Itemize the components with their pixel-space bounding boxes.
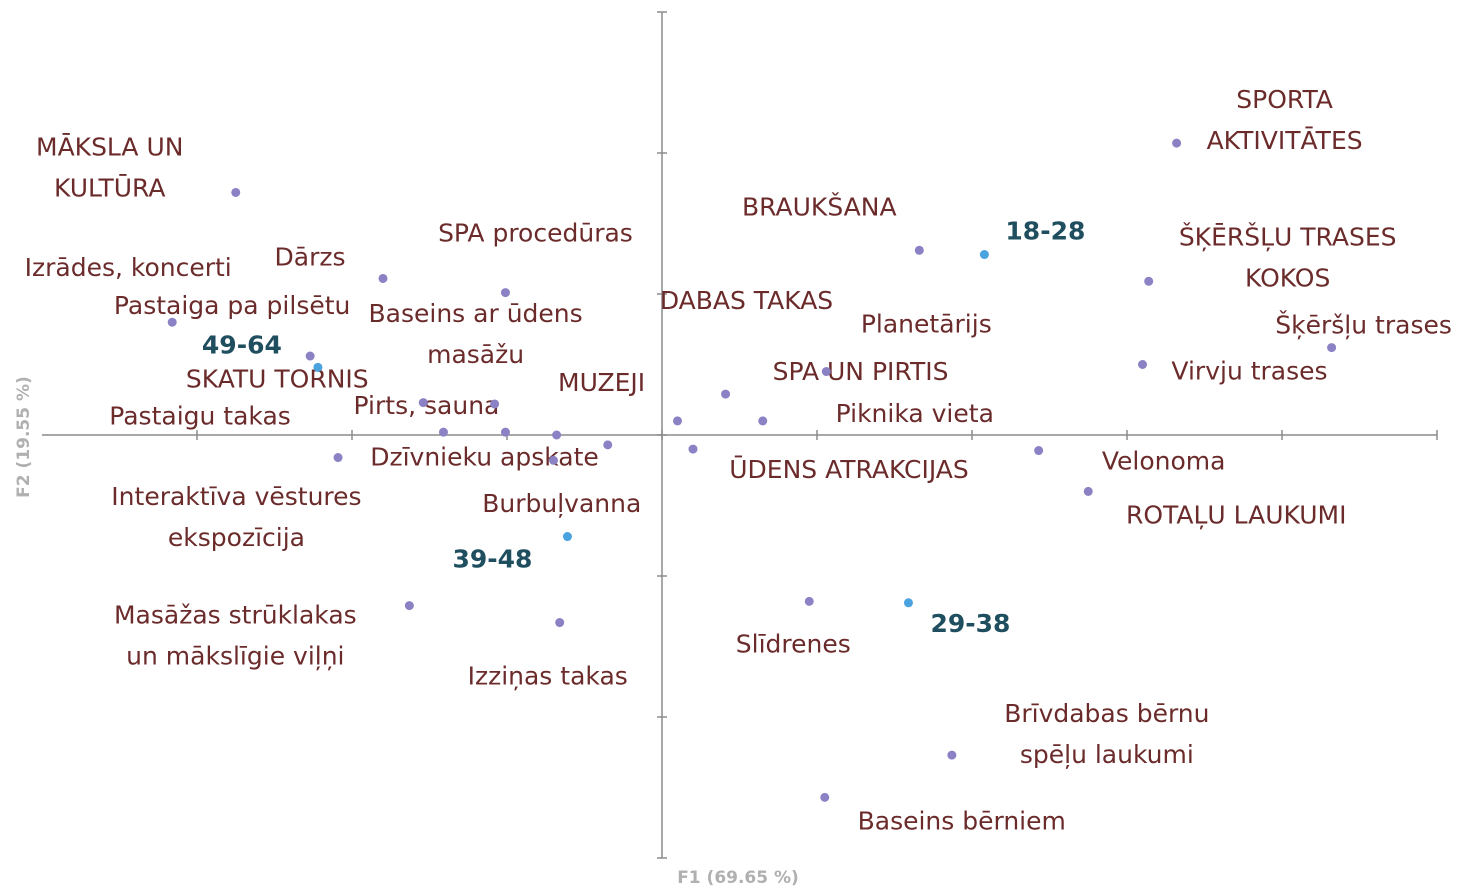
point-label: 18-28: [1005, 217, 1085, 246]
point-label: spēļu laukumi: [1020, 740, 1194, 769]
point: [1034, 446, 1044, 456]
point: [820, 792, 830, 802]
point-label: Slīdrenes: [736, 629, 851, 658]
point: [721, 389, 731, 399]
point: [549, 455, 558, 465]
point: [418, 398, 428, 408]
point: [378, 273, 388, 283]
point-label: BRAUKŠANA: [742, 191, 897, 221]
point: [562, 532, 572, 542]
point-label: SPA procedūras: [438, 219, 633, 248]
y-axis-title: F2 (19.55 %): [14, 376, 34, 498]
point: [555, 618, 565, 628]
point-label: SKATU TORNIS: [186, 365, 369, 394]
point: [500, 427, 510, 437]
point-label: 29-38: [930, 609, 1010, 638]
point-label: Virvju trases: [1171, 357, 1327, 386]
point-label: Masāžas strūklakas: [114, 601, 357, 630]
point: [305, 351, 315, 361]
point-label: KOKOS: [1245, 263, 1330, 292]
point-label: DABAS TAKAS: [660, 286, 833, 315]
point: [167, 317, 177, 327]
point: [313, 362, 323, 372]
point-label: 49-64: [202, 330, 282, 359]
point: [1138, 360, 1147, 369]
point: [404, 601, 414, 611]
point: [1172, 138, 1182, 148]
point-label: Piknika vieta: [836, 399, 994, 428]
point-label: MUZEJI: [558, 368, 645, 397]
point: [500, 288, 510, 298]
point: [804, 596, 814, 606]
point-label: SPORTA: [1236, 85, 1333, 114]
point: [438, 427, 448, 437]
point-label: Dārzs: [275, 242, 346, 271]
point-label: Izrādes, koncerti: [25, 253, 232, 282]
point: [758, 416, 768, 426]
point-label: Baseins bērniem: [858, 806, 1066, 835]
point: [688, 444, 698, 454]
point: [821, 367, 831, 377]
point-label: masāžu: [427, 340, 524, 369]
point-label: Izziņas takas: [468, 662, 628, 691]
point: [903, 598, 913, 608]
x-axis-title: F1 (69.65 %): [677, 868, 799, 888]
point: [979, 250, 989, 260]
point-label: ŪDENS ATRAKCIJAS: [729, 455, 969, 484]
point: [673, 416, 682, 426]
point-label: Dzīvnieku apskate: [370, 442, 599, 471]
point-label: 39-48: [452, 545, 532, 574]
point-label: Planetārijs: [861, 310, 992, 339]
point: [552, 430, 562, 440]
point-label: KULTŪRA: [54, 173, 166, 202]
point: [1144, 276, 1154, 286]
point-label: ROTAĻU LAUKUMI: [1126, 500, 1347, 529]
point: [231, 187, 241, 197]
point-label: un mākslīgie viļņi: [126, 642, 344, 671]
point-label: AKTIVITĀTES: [1207, 126, 1363, 155]
point: [1327, 343, 1337, 353]
point: [333, 453, 343, 463]
point-label: ekspozīcija: [168, 523, 305, 552]
point-label: Brīvdabas bērnu: [1004, 699, 1209, 728]
point-label: Interaktīva vēstures: [111, 482, 361, 511]
point: [947, 750, 957, 760]
point-label: MĀKSLA UN: [36, 132, 184, 161]
point-label: Burbuļvanna: [482, 489, 641, 518]
point-label: Pastaigu takas: [109, 402, 291, 431]
point-label: Šķēršļu trases: [1275, 310, 1452, 340]
point: [914, 245, 924, 255]
point-label: SPA UN PIRTIS: [773, 357, 949, 386]
point-label: Baseins ar ūdens: [369, 299, 583, 328]
point-label: Pastaiga pa pilsētu: [114, 291, 350, 320]
point: [490, 399, 500, 409]
point-label: ŠĶĒRŠĻU TRASES: [1179, 221, 1397, 251]
point: [603, 440, 613, 450]
point: [1083, 486, 1093, 496]
point-label: Velonoma: [1102, 447, 1226, 476]
